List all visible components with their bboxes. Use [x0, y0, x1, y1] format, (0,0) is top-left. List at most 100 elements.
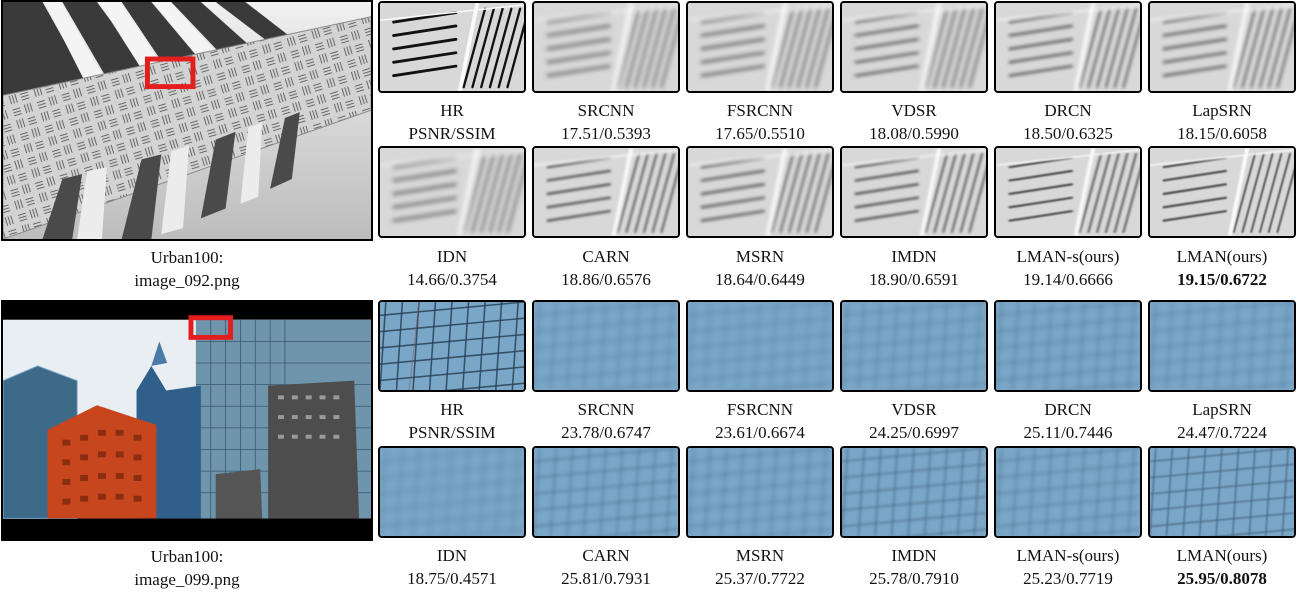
method-name: LapSRN	[1192, 400, 1252, 419]
crop-image	[688, 302, 832, 390]
crop-tile	[532, 446, 680, 538]
crop-tile	[840, 300, 988, 392]
method-name: VDSR	[891, 400, 937, 419]
method-name: LMAN(ours)	[1176, 546, 1268, 565]
crop-tile	[686, 446, 834, 538]
crop-image	[688, 448, 832, 536]
crop-tile	[840, 1, 988, 93]
crop-tile	[686, 1, 834, 93]
crop-tile	[840, 446, 988, 538]
method-name: FSRCNN	[726, 400, 794, 419]
crop-caption: CARN 18.86/0.6576	[531, 245, 681, 291]
crop-tile	[1148, 146, 1296, 238]
crop-tile	[1148, 446, 1296, 538]
method-name: CARN	[582, 247, 630, 266]
psnr-ssim-score: 19.14/0.6666	[1023, 270, 1113, 289]
method-name: VDSR	[891, 101, 937, 120]
method-name: LMAN-s(ours)	[1016, 247, 1120, 266]
crop-image	[842, 148, 986, 236]
crop-caption: LapSRN 24.47/0.7224	[1147, 398, 1297, 444]
method-name: SRCNN	[577, 101, 635, 120]
crop-caption: FSRCNN 17.65/0.5510	[685, 99, 835, 145]
crop-image	[1150, 448, 1294, 536]
psnr-ssim-score: 24.25/0.6997	[869, 423, 959, 442]
crop-tile	[994, 1, 1142, 93]
crop-caption: IMDN 18.90/0.6591	[839, 245, 989, 291]
method-name: LMAN(ours)	[1176, 247, 1268, 266]
psnr-ssim-score: 23.61/0.6674	[715, 423, 805, 442]
crop-caption: MSRN 25.37/0.7722	[685, 544, 835, 590]
psnr-ssim-score: PSNR/SSIM	[408, 423, 496, 442]
psnr-ssim-score: PSNR/SSIM	[408, 124, 496, 143]
crop-caption: SRCNN 23.78/0.6747	[531, 398, 681, 444]
crop-image	[842, 448, 986, 536]
method-name: HR	[440, 400, 464, 419]
crop-tile	[378, 446, 526, 538]
psnr-ssim-score: 18.86/0.6576	[561, 270, 651, 289]
psnr-ssim-score: 25.78/0.7910	[869, 569, 959, 588]
method-name: IMDN	[891, 546, 937, 565]
crop-tile	[532, 300, 680, 392]
method-name: DRCN	[1044, 400, 1092, 419]
crop-caption: LapSRN 18.15/0.6058	[1147, 99, 1297, 145]
crop-caption: VDSR 24.25/0.6997	[839, 398, 989, 444]
overview-caption-1: Urban100: image_092.png	[1, 246, 373, 292]
method-name: LapSRN	[1192, 101, 1252, 120]
crop-caption: IDN 18.75/0.4571	[377, 544, 527, 590]
crop-caption: HR PSNR/SSIM	[377, 99, 527, 145]
crop-caption: IDN 14.66/0.3754	[377, 245, 527, 291]
method-name: IDN	[436, 546, 468, 565]
crop-image	[380, 148, 524, 236]
method-name: MSRN	[735, 247, 785, 266]
overview-image-2	[1, 300, 373, 541]
crop-image	[380, 302, 524, 390]
method-name: MSRN	[735, 546, 785, 565]
crop-image	[996, 448, 1140, 536]
facade-photo	[3, 2, 371, 239]
crop-tile	[378, 1, 526, 93]
psnr-ssim-score: 17.51/0.5393	[561, 124, 651, 143]
psnr-ssim-score: 25.81/0.7931	[561, 569, 651, 588]
crop-image	[1150, 148, 1294, 236]
method-name: CARN	[582, 546, 630, 565]
crop-caption: CARN 25.81/0.7931	[531, 544, 681, 590]
crop-image	[380, 448, 524, 536]
psnr-ssim-score: 23.78/0.6747	[561, 423, 651, 442]
crop-caption: LMAN(ours) 25.95/0.8078	[1147, 544, 1297, 590]
method-name: IMDN	[891, 247, 937, 266]
crop-caption: SRCNN 17.51/0.5393	[531, 99, 681, 145]
method-name: HR	[440, 101, 464, 120]
method-name: IDN	[436, 247, 468, 266]
method-name: DRCN	[1044, 101, 1092, 120]
crop-tile	[378, 146, 526, 238]
crop-tile	[840, 146, 988, 238]
crop-image	[996, 148, 1140, 236]
crop-caption: LMAN-s(ours) 19.14/0.6666	[993, 245, 1143, 291]
crop-tile	[1148, 300, 1296, 392]
overview-image-1	[1, 0, 373, 241]
psnr-ssim-score: 18.75/0.4571	[407, 569, 497, 588]
crop-tile	[532, 146, 680, 238]
psnr-ssim-score: 25.23/0.7719	[1023, 569, 1113, 588]
crop-image	[534, 3, 678, 91]
crop-caption: DRCN 18.50/0.6325	[993, 99, 1143, 145]
crop-tile	[686, 146, 834, 238]
method-name: FSRCNN	[726, 101, 794, 120]
crop-caption: LMAN(ours) 19.15/0.6722	[1147, 245, 1297, 291]
psnr-ssim-score: 24.47/0.7224	[1177, 423, 1267, 442]
psnr-ssim-score: 17.65/0.5510	[715, 124, 805, 143]
crop-image	[688, 3, 832, 91]
crop-caption: FSRCNN 23.61/0.6674	[685, 398, 835, 444]
psnr-ssim-score: 18.50/0.6325	[1023, 124, 1113, 143]
crop-tile	[686, 300, 834, 392]
method-name: SRCNN	[577, 400, 635, 419]
psnr-ssim-score: 18.64/0.6449	[715, 270, 805, 289]
crop-image	[534, 448, 678, 536]
crop-image	[842, 302, 986, 390]
crop-tile	[994, 300, 1142, 392]
crop-image	[842, 3, 986, 91]
crop-caption: VDSR 18.08/0.5990	[839, 99, 989, 145]
crop-image	[996, 302, 1140, 390]
dataset-label: Urban100:	[150, 248, 224, 267]
psnr-ssim-score: 18.15/0.6058	[1177, 124, 1267, 143]
